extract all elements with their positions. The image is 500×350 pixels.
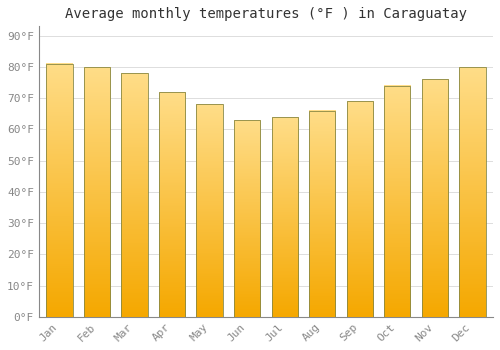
Bar [309, 111, 336, 317]
Bar [422, 79, 448, 317]
Bar [234, 120, 260, 317]
Bar [122, 73, 148, 317]
Bar [384, 86, 410, 317]
Bar [309, 111, 336, 317]
Bar [460, 67, 485, 317]
Bar [346, 101, 373, 317]
Bar [196, 104, 223, 317]
Bar [346, 101, 373, 317]
Bar [234, 120, 260, 317]
Bar [460, 67, 485, 317]
Bar [159, 92, 185, 317]
Bar [84, 67, 110, 317]
Bar [272, 117, 298, 317]
Bar [272, 117, 298, 317]
Bar [46, 64, 72, 317]
Title: Average monthly temperatures (°F ) in Caraguatay: Average monthly temperatures (°F ) in Ca… [65, 7, 467, 21]
Bar [84, 67, 110, 317]
Bar [122, 73, 148, 317]
Bar [384, 86, 410, 317]
Bar [422, 79, 448, 317]
Bar [196, 104, 223, 317]
Bar [46, 64, 72, 317]
Bar [159, 92, 185, 317]
